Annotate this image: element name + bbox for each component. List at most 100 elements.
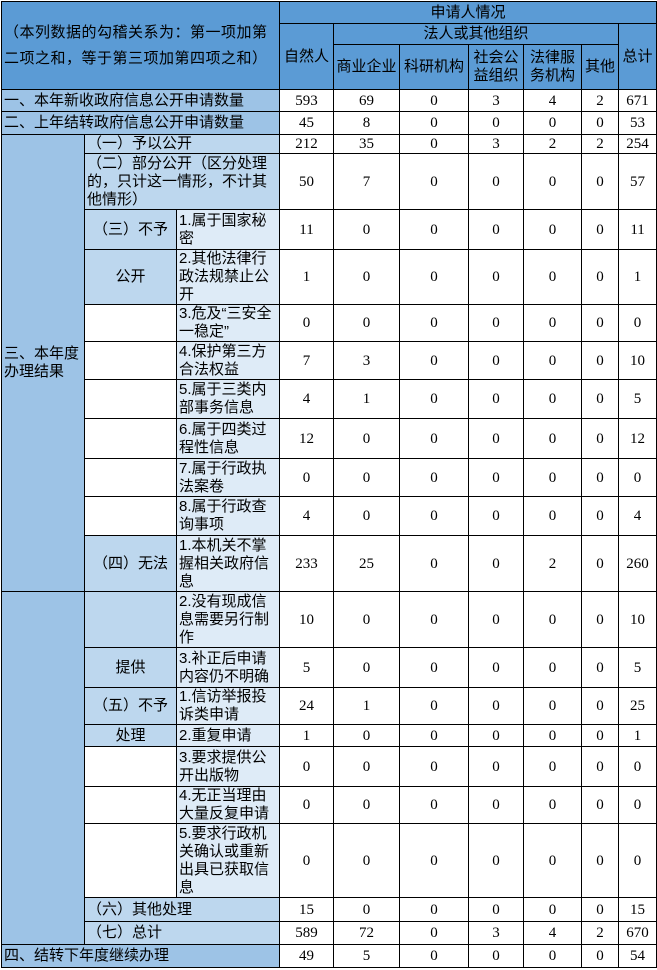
value-cell: 3 xyxy=(468,921,525,945)
value-cell: 254 xyxy=(618,134,657,154)
value-cell: 0 xyxy=(399,209,470,250)
value-cell: 0 xyxy=(523,591,583,648)
org-type-header: 社会公益组织 xyxy=(468,44,525,90)
value-cell: 1 xyxy=(279,724,335,747)
value-cell: 0 xyxy=(399,496,470,536)
value-cell: 0 xyxy=(468,496,525,536)
value-cell: 0 xyxy=(399,786,470,824)
value-cell: 0 xyxy=(581,535,620,592)
item-label: 4.无正当理由大量反复申请 xyxy=(175,786,281,824)
value-cell: 0 xyxy=(523,786,583,824)
value-cell: 10 xyxy=(618,341,657,380)
value-cell: 0 xyxy=(581,379,620,419)
value-cell: 4 xyxy=(279,379,335,419)
item-label: 4.保护第三方合法权益 xyxy=(175,341,281,380)
value-cell: 11 xyxy=(618,209,657,250)
group-label: （三）不予 xyxy=(84,209,177,250)
applicant-header: 申请人情况 xyxy=(279,1,657,24)
group-label xyxy=(84,341,177,380)
value-cell: 212 xyxy=(279,134,335,154)
value-cell: 0 xyxy=(468,591,525,648)
value-cell: 0 xyxy=(523,111,583,135)
item-label: 8.属于行政查询事项 xyxy=(175,496,281,536)
value-cell: 0 xyxy=(581,111,620,135)
value-cell: 72 xyxy=(333,921,401,945)
value-cell: 0 xyxy=(399,944,470,968)
value-cell: 0 xyxy=(618,304,657,342)
value-cell: 0 xyxy=(279,786,335,824)
value-cell: 0 xyxy=(581,418,620,459)
value-cell: 4 xyxy=(523,921,583,945)
value-cell: 0 xyxy=(581,724,620,747)
value-cell: 0 xyxy=(581,496,620,536)
value-cell: 5 xyxy=(279,647,335,688)
value-cell: 3 xyxy=(333,341,401,380)
value-cell: 3 xyxy=(468,134,525,154)
group-label xyxy=(84,823,177,898)
value-cell: 25 xyxy=(618,687,657,725)
value-cell: 0 xyxy=(581,591,620,648)
value-cell: 3 xyxy=(468,89,525,112)
value-cell: 69 xyxy=(333,89,401,112)
value-cell: 0 xyxy=(581,897,620,922)
value-cell: 15 xyxy=(279,897,335,922)
total-header: 总计 xyxy=(618,23,657,90)
value-cell: 0 xyxy=(468,249,525,305)
value-cell: 7 xyxy=(279,341,335,380)
section-label-empty xyxy=(1,591,85,945)
value-cell: 0 xyxy=(399,341,470,380)
value-cell: 0 xyxy=(618,458,657,497)
value-cell: 0 xyxy=(468,304,525,342)
value-cell: 2 xyxy=(523,134,583,154)
table-row: 6.属于四类过程性信息 12 0 0 0 0 0 12 xyxy=(2,418,657,459)
table-row: 4.保护第三方合法权益 7 3 0 0 0 0 10 xyxy=(2,341,657,380)
value-cell: 45 xyxy=(279,111,335,135)
item-label: 5.要求行政机关确认或重新出具已获取信息 xyxy=(175,823,281,898)
value-cell: 233 xyxy=(279,535,335,592)
item-label: 2.重复申请 xyxy=(175,724,281,747)
value-cell: 0 xyxy=(468,724,525,747)
value-cell: 2 xyxy=(581,89,620,112)
value-cell: 0 xyxy=(523,944,583,968)
value-cell: 2 xyxy=(523,535,583,592)
item-label: 5.属于三类内部事务信息 xyxy=(175,379,281,419)
value-cell: 0 xyxy=(468,944,525,968)
value-cell: 53 xyxy=(618,111,657,135)
group-label xyxy=(84,786,177,824)
value-cell: 0 xyxy=(333,591,401,648)
value-cell: 0 xyxy=(399,249,470,305)
value-cell: 593 xyxy=(279,89,335,112)
value-cell: 0 xyxy=(523,647,583,688)
value-cell: 0 xyxy=(581,458,620,497)
value-cell: 0 xyxy=(333,786,401,824)
group-label: （六）其他处理 xyxy=(83,897,281,922)
item-label: 3.危及“三安全一稳定” xyxy=(175,304,281,342)
value-cell: 12 xyxy=(279,418,335,459)
value-cell: 0 xyxy=(581,153,620,210)
org-type-header: 其他 xyxy=(581,44,620,90)
value-cell: 0 xyxy=(333,418,401,459)
value-cell: 671 xyxy=(618,89,657,112)
value-cell: 5 xyxy=(333,944,401,968)
value-cell: 0 xyxy=(468,209,525,250)
item-label: 1.属于国家秘密 xyxy=(175,209,281,250)
table-row: 处理 2.重复申请 1 0 0 0 0 0 1 xyxy=(2,724,657,747)
value-cell: 0 xyxy=(468,153,525,210)
table-row: 四、结转下年度继续办理 49 5 0 0 0 0 54 xyxy=(0,944,657,968)
value-cell: 12 xyxy=(618,418,657,459)
value-cell: 0 xyxy=(581,209,620,250)
item-label: 2.没有现成信息需要另行制作 xyxy=(175,591,281,648)
table-row: （七）总计 589 72 0 3 4 2 670 xyxy=(2,921,657,945)
group-label xyxy=(84,458,177,497)
group-label: （五）不予 xyxy=(84,687,177,725)
value-cell: 0 xyxy=(468,535,525,592)
value-cell: 1 xyxy=(618,724,657,747)
value-cell: 0 xyxy=(333,209,401,250)
group-label: （二）部分公开（区分处理的，只计这一情形，不计其他情形） xyxy=(83,153,281,210)
table-row: （六）其他处理 15 0 0 0 0 0 15 xyxy=(2,897,657,922)
value-cell: 0 xyxy=(523,418,583,459)
value-cell: 0 xyxy=(279,823,335,898)
value-cell: 0 xyxy=(618,746,657,787)
value-cell: 0 xyxy=(523,249,583,305)
